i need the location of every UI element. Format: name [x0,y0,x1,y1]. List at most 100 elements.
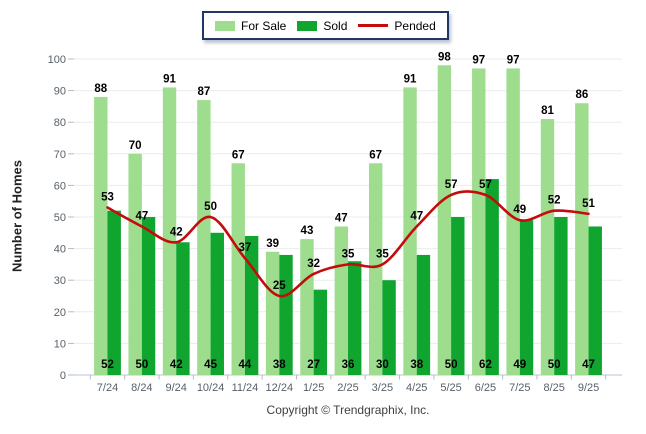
pended-value-label: 52 [548,195,561,207]
x-tick-label: 10/24 [197,382,225,394]
y-tick-label: 100 [48,54,66,66]
for-sale-bar [300,239,314,375]
sold-bar [107,210,121,375]
for-sale-bar [437,65,452,375]
sold-bar [210,232,224,375]
sold-bar [244,235,259,375]
for-sale-bar [94,96,108,376]
pended-value-label: 35 [376,248,389,260]
sold-bar [588,226,602,375]
for-sale-bar [128,153,142,375]
sold-bar [451,217,465,375]
for-sale-value-label: 98 [438,51,451,63]
for-sale-bar [231,163,245,375]
legend-item-sold: Sold [297,19,347,33]
for-sale-value-label: 88 [94,83,107,95]
for-sale-value-label: 81 [541,105,554,117]
x-tick-label: 7/25 [509,382,530,394]
x-tick-label: 3/25 [372,382,393,394]
sold-value-label: 30 [376,359,389,371]
for-sale-bar [197,100,211,375]
x-tick-label: 1/25 [303,382,324,394]
for-sale-value-label: 87 [197,86,210,98]
y-tick-label: 70 [54,149,66,161]
x-tick-label: 7/24 [97,382,118,394]
sold-bar [519,220,534,375]
x-tick-label: 4/25 [406,382,427,394]
pended-value-label: 35 [342,248,355,260]
pended-value-label: 50 [204,201,217,213]
sold-value-label: 27 [307,359,320,371]
legend: For Sale Sold Pended [202,11,449,40]
y-tick-label: 30 [54,275,66,287]
sold-bar [485,179,499,375]
y-tick-label: 60 [54,180,66,192]
sold-value-label: 38 [273,359,286,371]
for-sale-bar [506,68,520,375]
sold-bar [279,254,293,375]
for-sale-bar [265,251,280,375]
sold-value-label: 50 [548,359,561,371]
for-sale-bar [472,68,486,375]
sold-value-label: 50 [135,359,148,371]
pended-value-label: 37 [239,242,252,254]
for-sale-value-label: 91 [404,73,417,85]
sold-bar [313,289,328,375]
sold-swatch-icon [297,20,318,31]
sold-value-label: 47 [582,359,595,371]
x-tick-label: 9/24 [166,382,187,394]
sold-bar [382,280,396,375]
x-tick-label: 9/25 [578,382,599,394]
sold-bar [176,242,190,375]
sold-bar [416,254,431,375]
pended-value-label: 32 [307,258,320,270]
pended-value-label: 49 [513,204,526,216]
pended-line-swatch-icon [358,24,389,27]
for-sale-bar [368,163,383,375]
for-sale-value-label: 97 [507,54,520,66]
y-tick-label: 0 [60,370,66,382]
sold-value-label: 44 [239,359,252,371]
for-sale-value-label: 91 [163,73,176,85]
for-sale-value-label: 86 [575,89,588,101]
y-tick-label: 10 [54,338,66,350]
copyright-text: Copyright © Trendgraphix, Inc. [266,403,430,417]
legend-label-for-sale: For Sale [241,18,287,33]
for-sale-value-label: 70 [129,140,142,152]
for-sale-value-label: 43 [301,225,314,237]
legend-item-pended: Pended [358,18,436,33]
x-tick-label: 5/25 [440,382,461,394]
for-sale-bar [540,119,555,375]
for-sale-value-label: 67 [369,149,382,161]
for-sale-value-label: 39 [266,238,279,250]
legend-label-pended: Pended [394,18,436,33]
sold-value-label: 36 [342,359,355,371]
x-tick-label: 12/24 [266,382,294,394]
legend-item-for-sale: For Sale [215,19,286,33]
pended-value-label: 51 [582,198,595,210]
y-tick-label: 90 [54,86,66,98]
y-tick-label: 50 [54,212,66,224]
x-tick-label: 6/25 [475,382,496,394]
for-sale-swatch-icon [215,20,235,31]
pended-value-label: 57 [479,179,492,191]
sold-value-label: 42 [170,359,183,371]
sold-value-label: 52 [101,359,114,371]
for-sale-bar [575,103,589,376]
for-sale-value-label: 67 [232,149,245,161]
for-sale-bar [403,87,417,375]
sold-bar [554,217,568,375]
pended-value-label: 57 [445,179,458,191]
y-tick-label: 80 [54,117,66,129]
for-sale-bar [162,87,177,375]
sold-value-label: 45 [204,359,217,371]
x-tick-label: 8/24 [131,382,152,394]
x-tick-label: 2/25 [337,382,358,394]
pended-value-label: 47 [410,210,423,222]
sold-value-label: 50 [445,359,458,371]
pended-value-label: 47 [135,210,148,222]
pended-line [106,190,590,298]
sold-bar [348,261,362,375]
